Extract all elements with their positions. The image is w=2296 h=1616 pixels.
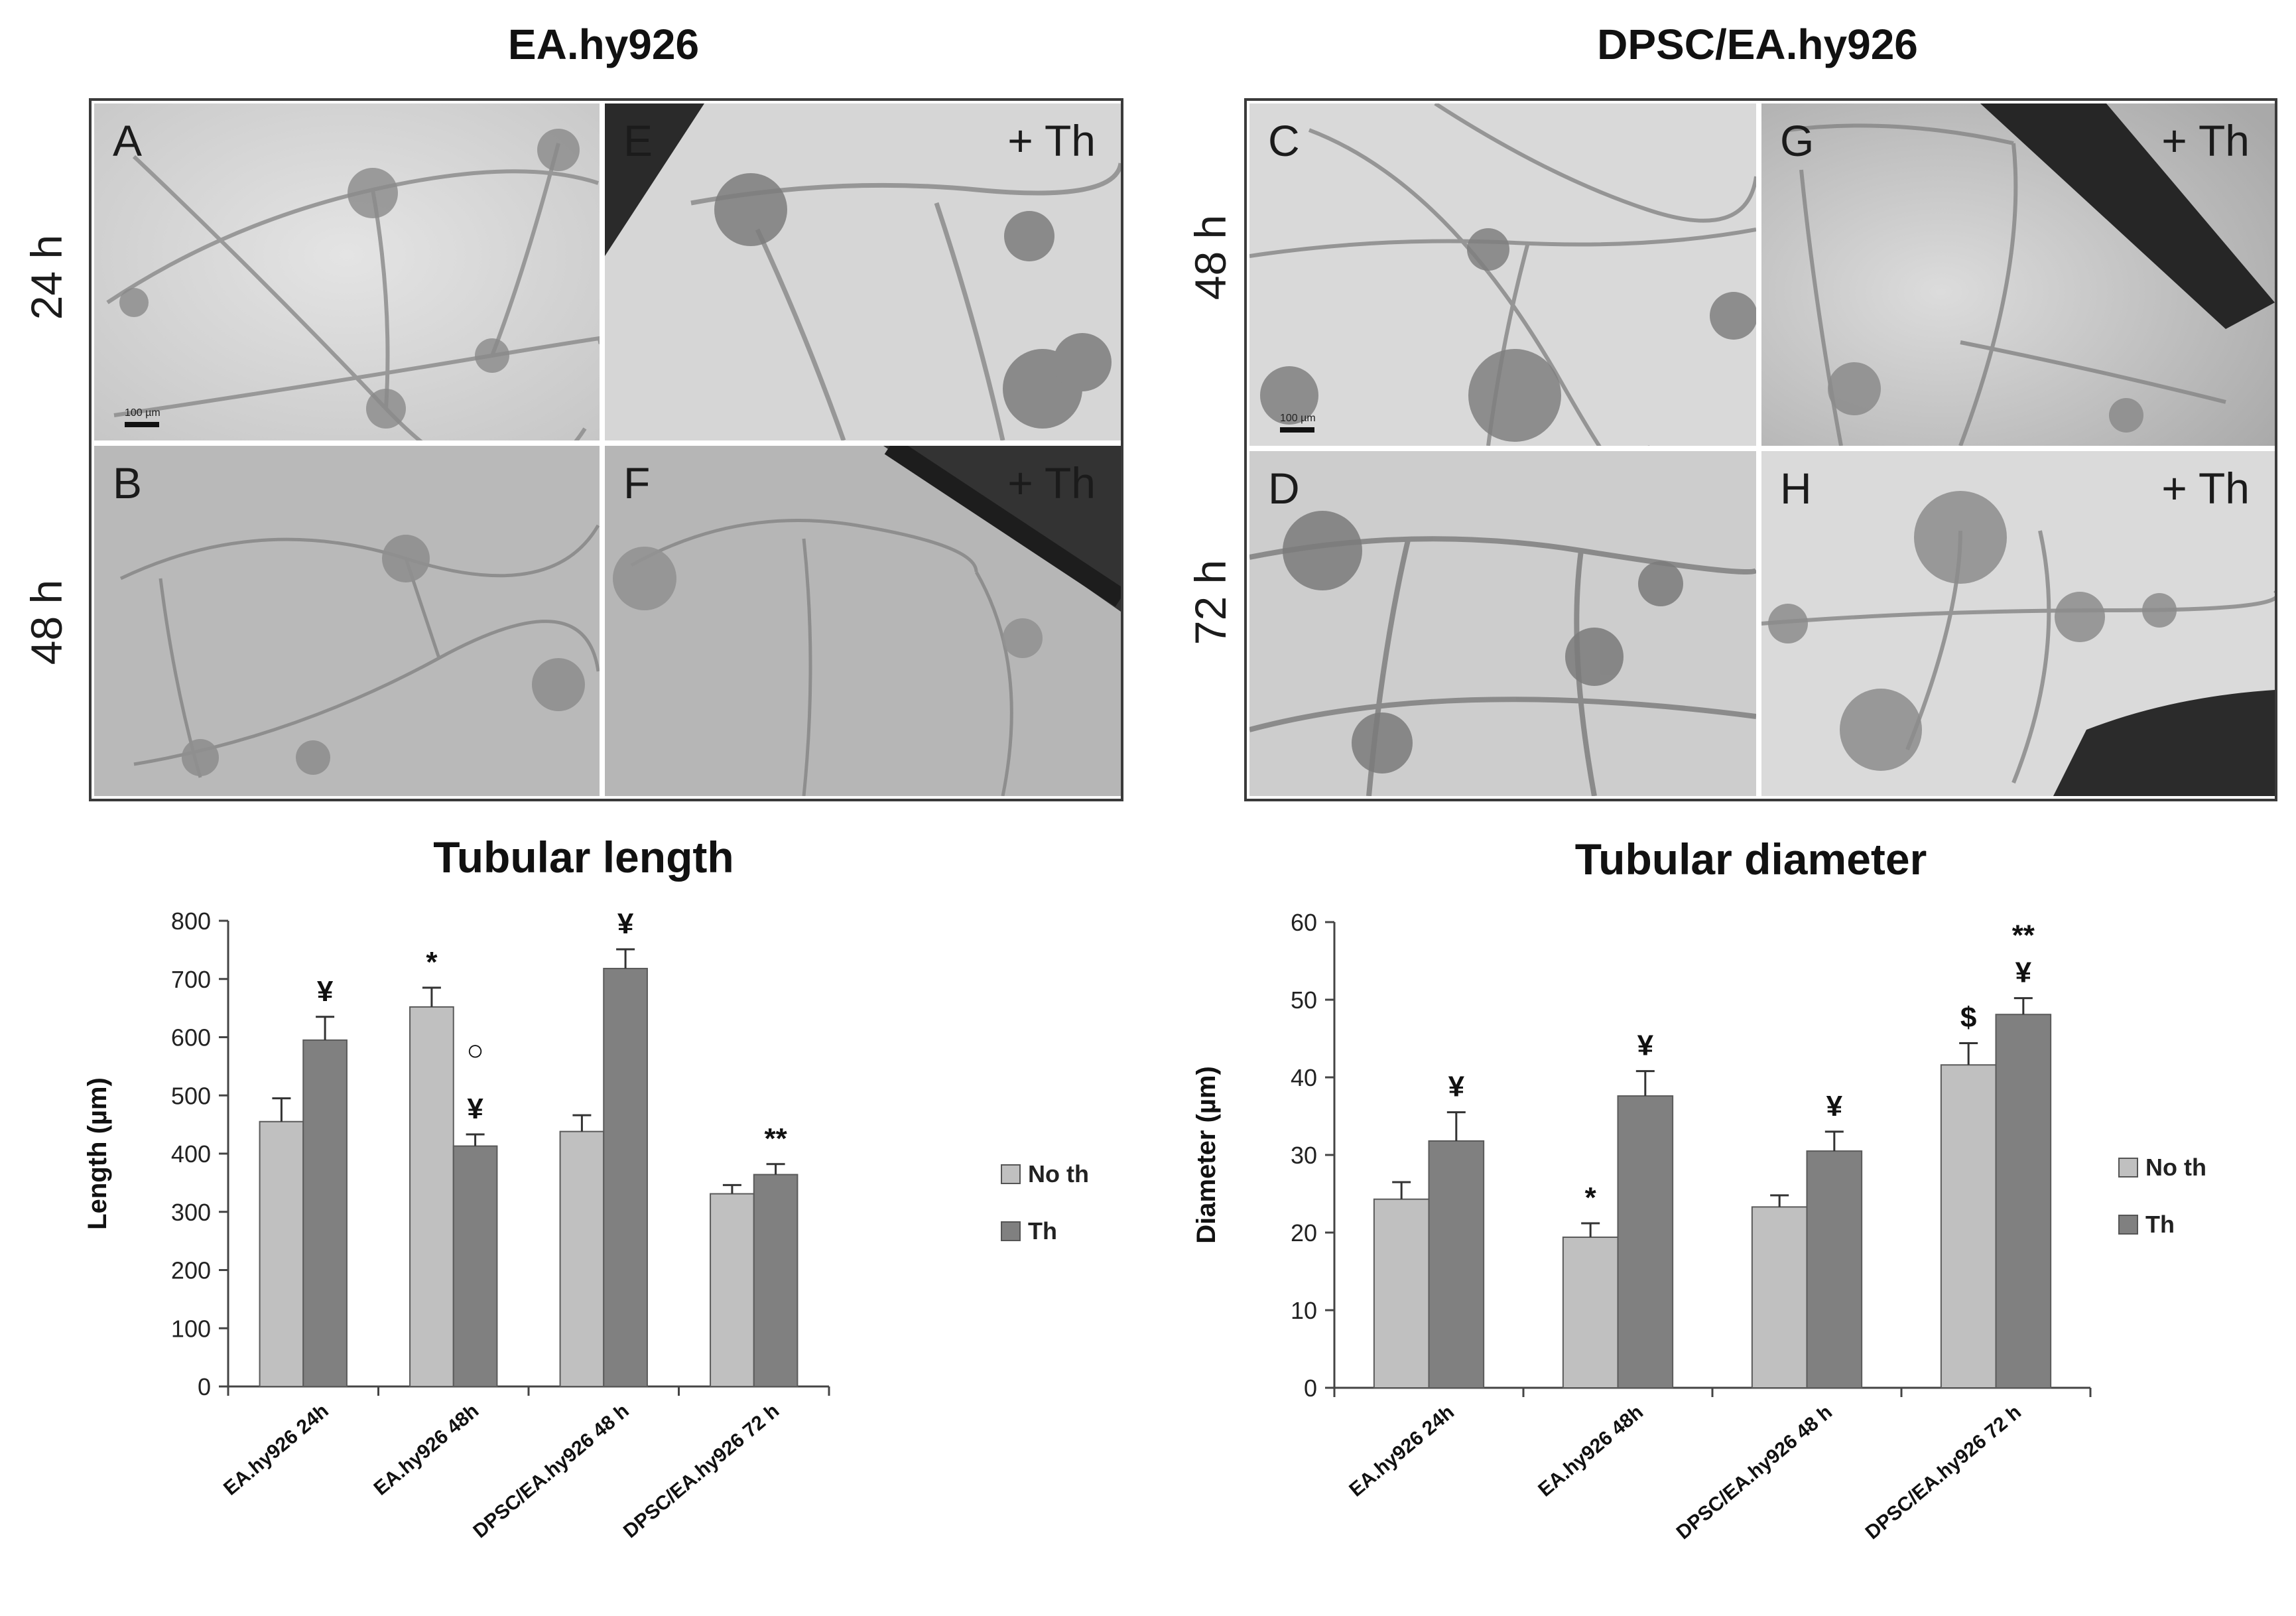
micrograph-f-treatment: + Th [1007, 458, 1096, 507]
y-tick-label: 30 [1291, 1142, 1317, 1169]
scale-bar-text: 100 µm [1280, 413, 1316, 424]
legend-label: No th [1028, 1160, 1089, 1187]
legend-swatch [1001, 1164, 1021, 1184]
micrograph-c-image [1249, 103, 1756, 446]
bar-no-th [1562, 1237, 1619, 1389]
y-tick-label: 60 [1291, 909, 1317, 936]
bar-th [1995, 1014, 2052, 1388]
left-micrograph-frame: A 100 µm E + Th [89, 98, 1123, 801]
micrograph-a-label: A [113, 116, 143, 165]
micrograph-e: E + Th [605, 103, 1121, 440]
y-tick-label: 600 [171, 1024, 211, 1051]
y-tick-label: 40 [1291, 1064, 1317, 1091]
significance-marker: ** [764, 1122, 787, 1155]
bar-no-th [710, 1193, 755, 1387]
scale-bar-line [125, 422, 159, 427]
micrograph-h-label: H [1780, 464, 1812, 513]
scale-bar-text: 100 µm [125, 407, 160, 419]
y-tick-label: 200 [171, 1257, 211, 1284]
micrograph-e-image [605, 103, 1121, 440]
x-category-label: EA.hy926 48h [1534, 1401, 1647, 1501]
micrograph-h-image [1761, 451, 2275, 796]
micrograph-g-treatment: + Th [2161, 116, 2250, 165]
y-tick-label: 0 [198, 1373, 211, 1400]
bar-no-th [1373, 1198, 1430, 1388]
micrograph-f-label: F [623, 458, 651, 507]
legend-label: Th [2145, 1211, 2175, 1238]
significance-marker: ** [2012, 919, 2035, 952]
y-tick-label: 500 [171, 1082, 211, 1109]
chart-title: Tubular diameter [1575, 835, 1927, 884]
significance-marker: * [426, 946, 438, 978]
y-tick-label: 300 [171, 1199, 211, 1226]
bar-no-th [1940, 1064, 1997, 1389]
y-axis-label: Length (µm) [83, 1077, 112, 1230]
micrograph-c-label: C [1268, 116, 1300, 165]
y-tick-label: 100 [171, 1315, 211, 1342]
y-tick-label: 800 [171, 908, 211, 935]
scale-bar-line [1280, 427, 1314, 433]
legend-swatch [2118, 1158, 2138, 1178]
y-tick-label: 0 [1304, 1375, 1317, 1402]
significance-marker: ¥ [1826, 1090, 1843, 1122]
bar-th [1428, 1140, 1485, 1388]
significance-marker: ¥ [1448, 1071, 1465, 1103]
left-panel-title: EA.hy926 [507, 21, 700, 68]
y-tick-label: 10 [1291, 1297, 1317, 1324]
significance-marker: ¥ [1637, 1030, 1654, 1062]
bar-th [1617, 1095, 1674, 1388]
right-panel-title: DPSC/EA.hy926 [1597, 21, 1918, 68]
micrograph-g: G + Th [1761, 103, 2275, 446]
micrograph-d: D [1249, 451, 1756, 796]
micrograph-a: A 100 µm [94, 103, 600, 440]
bar-th [302, 1039, 348, 1387]
y-axis-label: Diameter (µm) [1192, 1066, 1221, 1244]
y-tick-label: 20 [1291, 1219, 1317, 1246]
significance-marker: ¥ [467, 1093, 483, 1125]
micrograph-g-label: G [1780, 116, 1815, 165]
significance-marker: ¥ [317, 975, 334, 1008]
micrograph-b-label: B [113, 458, 143, 507]
micrograph-d-image [1249, 451, 1756, 796]
significance-marker: $ [1960, 1002, 1976, 1034]
y-tick-label: 400 [171, 1140, 211, 1168]
significance-marker: ¥ [617, 908, 634, 940]
micrograph-h: H + Th [1761, 451, 2275, 796]
micrograph-a-scale-bar: 100 µm [125, 407, 160, 427]
micrograph-h-treatment: + Th [2161, 464, 2250, 513]
significance-marker: * [1585, 1181, 1597, 1214]
micrograph-b-image [94, 446, 600, 796]
legend-swatch [2118, 1215, 2138, 1235]
bar-no-th [1751, 1206, 1808, 1388]
legend-label: No th [2145, 1154, 2206, 1181]
legend-swatch [1001, 1221, 1021, 1241]
y-tick-label: 50 [1291, 986, 1317, 1014]
micrograph-c-scale-bar: 100 µm [1280, 413, 1316, 433]
micrograph-e-treatment: + Th [1007, 116, 1096, 165]
significance-marker: ○ [466, 1034, 484, 1067]
bar-th [452, 1145, 498, 1388]
y-tick-label: 700 [171, 966, 211, 993]
micrograph-f: F + Th [605, 446, 1121, 796]
micrograph-f-image [605, 446, 1121, 796]
x-category-label: DPSC/EA.hy926 72 h [1862, 1401, 2025, 1544]
micrograph-a-image [94, 103, 600, 440]
bar-th [603, 967, 648, 1387]
bar-th [1806, 1150, 1863, 1389]
x-category-label: EA.hy926 24h [1345, 1401, 1458, 1501]
micrograph-c: C 100 µm [1249, 103, 1756, 446]
right-micrograph-frame: C 100 µm G + Th [1244, 98, 2277, 801]
legend-label: Th [1028, 1217, 1057, 1245]
chart-title: Tubular length [433, 833, 733, 882]
bar-no-th [259, 1120, 304, 1388]
x-category-label: DPSC/EA.hy926 48 h [1673, 1401, 1836, 1544]
micrograph-e-label: E [623, 116, 653, 165]
micrograph-g-image [1761, 103, 2275, 446]
significance-marker: ¥ [2015, 957, 2032, 989]
micrograph-b: B [94, 446, 600, 796]
micrograph-d-label: D [1268, 464, 1300, 513]
tubular-length-chart: Tubular length 0 100 200 300 400 500 600 700 800 L… [83, 833, 1089, 1542]
